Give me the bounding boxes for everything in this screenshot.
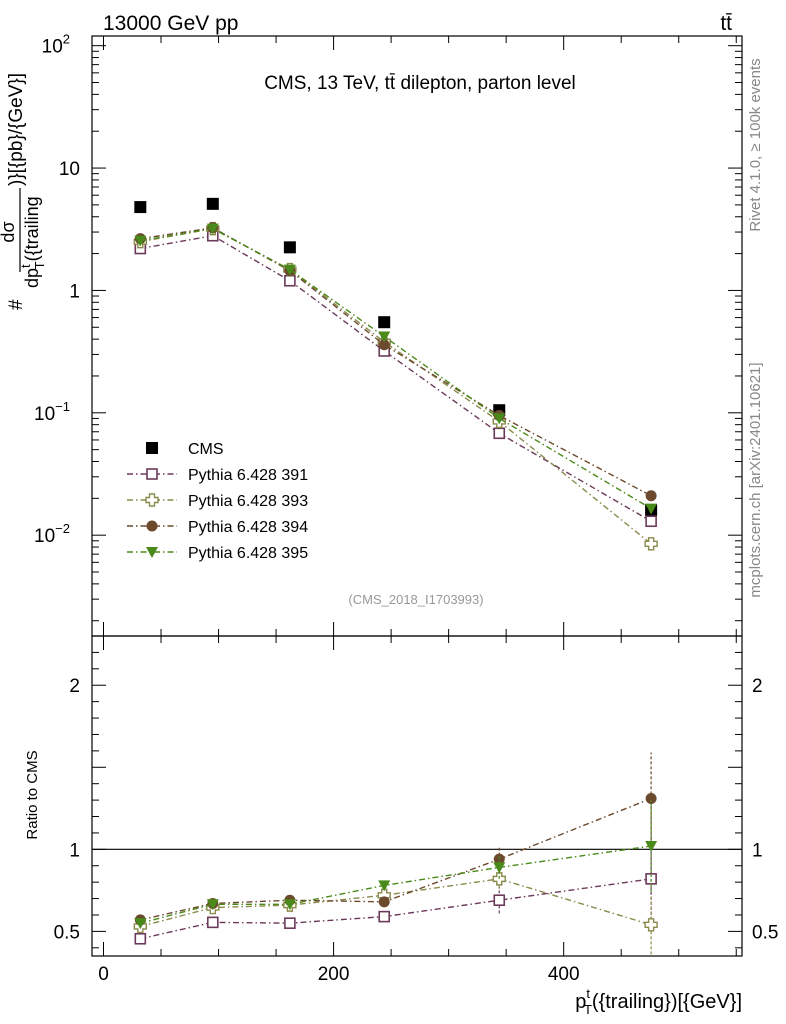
legend-marker-4 <box>146 547 158 558</box>
y-tick-label: 102 <box>42 32 70 58</box>
ratio-ticks: 0.5 0.5 1 1 2 2 <box>54 651 778 949</box>
ratio-point-2-4 <box>493 853 505 865</box>
main-series <box>133 197 658 551</box>
x-tick-label: 400 <box>548 964 580 985</box>
data-point-4-4 <box>493 413 506 425</box>
legend-label-4: Pythia 6.428 395 <box>188 545 308 562</box>
ratio-y-tick-label-left: 0.5 <box>54 922 80 943</box>
y-label-hash: # <box>6 299 27 310</box>
ratio-line-0 <box>140 878 652 940</box>
x-axis-label: pt T({trailing})[{GeV}] <box>575 986 742 1017</box>
legend-marker-2 <box>145 493 159 507</box>
ratio-point-2-3 <box>378 896 390 908</box>
ratio-y-tick-label-right: 0.5 <box>752 922 778 943</box>
ratio-point-1-4 <box>492 872 506 886</box>
x-tick-label: 200 <box>318 964 350 985</box>
series-line-2 <box>140 227 652 545</box>
legend: CMS Pythia 6.428 391 Pythia 6.428 393 Pythi… <box>127 441 308 562</box>
ratio-point-0-2 <box>284 917 296 929</box>
data-point-0-1 <box>206 197 219 210</box>
y-label-numerator: dσ <box>0 221 18 242</box>
series-line-3 <box>140 227 652 497</box>
x-ticks: 0 200 400 <box>98 36 737 985</box>
ratio-y-axis-label: Ratio to CMS <box>24 750 41 839</box>
ratio-y-tick-label-right: 1 <box>752 840 763 861</box>
series-line-1 <box>140 234 652 522</box>
series-line-4 <box>140 227 652 510</box>
data-point-0-0 <box>134 201 147 214</box>
y-label-units: )}[{pb}/{GeV}] <box>6 73 27 186</box>
ratio-point-3-5 <box>645 841 658 853</box>
ratio-point-0-1 <box>206 916 219 929</box>
header-right: tt̄ <box>720 12 732 35</box>
ratio-line-1 <box>140 878 652 928</box>
ratio-y-tick-label-left: 1 <box>69 840 80 861</box>
y-tick-label: 10−2 <box>34 521 70 547</box>
rivet-label: Rivet 4.1.0, ≥ 100k events <box>747 58 764 231</box>
ratio-point-3-2 <box>283 899 296 911</box>
data-point-4-1 <box>206 223 219 235</box>
y-label-denominator: dptT({trailing <box>18 196 47 288</box>
data-point-4-3 <box>378 331 391 343</box>
ratio-point-0-5 <box>645 873 657 885</box>
ratio-point-3-0 <box>134 918 147 930</box>
ratio-y-tick-label-right: 2 <box>752 676 763 697</box>
legend-label-1: Pythia 6.428 391 <box>188 467 308 484</box>
y-tick-label: 10−1 <box>34 399 70 425</box>
data-point-4-5 <box>645 503 658 515</box>
analysis-id: (CMS_2018_I1703993) <box>348 592 483 607</box>
chart-title: CMS, 13 TeV, tt̄ dilepton, parton level <box>264 73 576 94</box>
x-tick-label: 0 <box>98 964 109 985</box>
data-point-4-2 <box>283 264 296 276</box>
data-point-2-5 <box>644 537 658 551</box>
data-point-3-3 <box>378 339 390 351</box>
ratio-frame <box>91 635 743 957</box>
legend-label-2: Pythia 6.428 393 <box>188 493 308 510</box>
ratio-point-3-3 <box>378 880 391 892</box>
y-tick-label: 10 <box>59 159 80 180</box>
legend-label-0: CMS <box>188 441 224 458</box>
data-point-0-3 <box>378 316 391 329</box>
ratio-point-3-4 <box>493 862 506 874</box>
legend-marker-3 <box>146 520 158 532</box>
ratio-point-0-4 <box>493 894 506 907</box>
legend-marker-1 <box>146 468 158 480</box>
ratio-point-0-0 <box>134 932 147 945</box>
ratio-point-1-5 <box>644 918 658 932</box>
ratio-point-3-1 <box>206 899 219 911</box>
main-y-axis-label: # dσ dptT({trailing )}[{pb}/{GeV}] <box>0 73 47 310</box>
y-tick-label: 1 <box>69 281 80 302</box>
ratio-point-0-3 <box>378 910 391 923</box>
ratio-y-tick-label-left: 2 <box>69 676 80 697</box>
data-point-3-5 <box>645 490 657 502</box>
main-ticks: 10−2 10−1 1 10 102 <box>34 32 742 622</box>
legend-label-3: Pythia 6.428 394 <box>188 519 308 536</box>
data-point-4-0 <box>134 235 147 247</box>
data-point-1-4 <box>493 427 506 440</box>
ratio-line-3 <box>140 845 652 924</box>
legend-marker-0 <box>146 442 158 454</box>
ratio-point-2-5 <box>645 792 657 804</box>
mcplots-label: mcplots.cern.ch [arXiv:2401.10621] <box>747 362 764 597</box>
data-point-1-2 <box>284 274 296 287</box>
ratio-series <box>133 752 658 955</box>
data-point-0-2 <box>283 241 296 254</box>
header-left: 13000 GeV pp <box>103 12 238 35</box>
data-point-1-5 <box>645 515 657 528</box>
ratio-line-2 <box>140 797 652 921</box>
